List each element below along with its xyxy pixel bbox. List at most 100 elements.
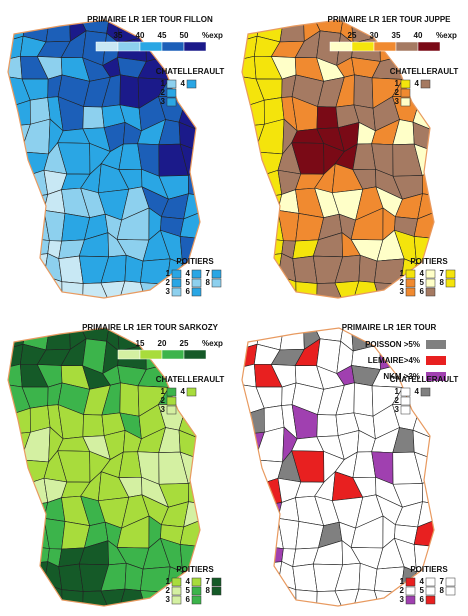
inset-box (211, 278, 222, 288)
commune (242, 587, 265, 606)
inset-box (171, 269, 182, 279)
inset-box (405, 586, 416, 596)
commune (23, 582, 45, 606)
inset-box (405, 595, 416, 605)
inset-box (425, 287, 436, 297)
inset-box (191, 586, 202, 596)
legend-swatch (95, 41, 119, 52)
inset-label: 2 (395, 88, 400, 97)
inset-label: 1 (395, 387, 400, 396)
inset-label: 2 (400, 278, 405, 287)
commune (8, 407, 31, 436)
inset-label: 6 (420, 287, 425, 296)
commune (8, 363, 23, 388)
commune (242, 516, 265, 551)
inset-box (400, 79, 411, 89)
commune (119, 74, 140, 109)
legend-swatch (426, 340, 446, 349)
inset-box (420, 387, 431, 397)
legend-swatch (426, 356, 446, 365)
inset-box (400, 396, 411, 406)
map-panel: PRIMAIRE LR 1ER TOUR POISSON >5% LEMAIRE>4… (241, 323, 458, 607)
commune (8, 587, 31, 606)
map-title: PRIMAIRE LR 1ER TOUR JUPPE (328, 15, 452, 24)
commune (29, 253, 49, 290)
legend-label: POISSON >5% (365, 340, 420, 349)
inset-label: 8 (440, 586, 445, 595)
inset-label: 2 (395, 396, 400, 405)
commune (29, 545, 50, 565)
commune (8, 563, 31, 597)
inset-label: 4 (186, 269, 191, 278)
inset-label: 1 (161, 79, 166, 88)
commune (8, 208, 31, 243)
legend-swatch (183, 41, 207, 52)
commune (8, 516, 31, 551)
inset-box (171, 278, 182, 288)
inset-box (166, 405, 177, 415)
legend-swatch (161, 349, 185, 360)
inset-box (211, 269, 222, 279)
inset-label: 7 (440, 577, 445, 586)
commune (242, 55, 257, 80)
commune (23, 274, 45, 298)
map (242, 20, 434, 298)
inset-box (425, 586, 436, 596)
commune (242, 507, 254, 529)
legend-tick-label: 30 (370, 31, 379, 40)
commune (242, 208, 265, 243)
inset-label: 6 (186, 595, 191, 604)
inset-label: 6 (420, 595, 425, 604)
inset-label: 3 (166, 595, 171, 604)
inset-label: 8 (206, 278, 211, 287)
legend-tick-label: 35 (114, 31, 123, 40)
inset-box (186, 79, 197, 89)
inset-box (166, 396, 177, 406)
inset-box (400, 97, 411, 107)
inset-label: 2 (166, 586, 171, 595)
inset-box (171, 595, 182, 605)
commune (8, 237, 31, 263)
legend-swatch (183, 349, 207, 360)
inset-box (211, 586, 222, 596)
legend-label: NKM >3% (383, 372, 420, 381)
legend-swatch (329, 41, 353, 52)
commune (29, 237, 50, 257)
inset-box (405, 577, 416, 587)
inset-label: 2 (161, 396, 166, 405)
commune (263, 237, 284, 257)
legend-swatch (117, 41, 141, 52)
commune (263, 561, 283, 598)
legend-swatch (373, 41, 397, 52)
commune (242, 545, 265, 571)
legend-tick-label: 25 (348, 31, 357, 40)
inset-label: 4 (415, 79, 420, 88)
inset-label: 1 (166, 269, 171, 278)
inset-box (191, 577, 202, 587)
commune (8, 55, 23, 80)
inset-box (400, 387, 411, 397)
commune (242, 255, 265, 289)
legend-tick-label: 45 (158, 31, 167, 40)
commune (242, 363, 257, 388)
inset-box (191, 595, 202, 605)
legend-unit: %exp (202, 339, 223, 348)
inset-label: 4 (181, 79, 186, 88)
map-outline (241, 327, 435, 607)
inset-label: 4 (186, 577, 191, 586)
inset-label: 7 (206, 269, 211, 278)
commune (242, 279, 265, 298)
legend-swatch (426, 372, 446, 381)
legend-tick-label: 25 (180, 339, 189, 348)
legend-tick-label: 50 (180, 31, 189, 40)
inset-label: 4 (415, 387, 420, 396)
city-name: POITIERS (176, 257, 214, 266)
map-outline (241, 19, 435, 299)
map-title: PRIMAIRE LR 1ER TOUR SARKOZY (82, 323, 219, 332)
legend-tick-label: 35 (392, 31, 401, 40)
inset-box (171, 586, 182, 596)
legend-tick-label: 20 (158, 339, 167, 348)
commune (119, 382, 140, 417)
